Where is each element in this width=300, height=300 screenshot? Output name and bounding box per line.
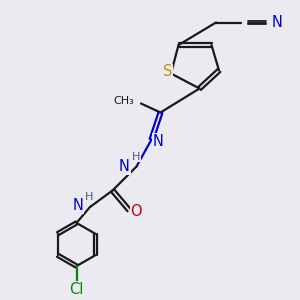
Text: H: H xyxy=(85,192,93,202)
Text: H: H xyxy=(132,152,141,162)
Text: O: O xyxy=(130,204,142,219)
Text: CH₃: CH₃ xyxy=(114,96,134,106)
Text: N: N xyxy=(119,159,130,174)
Text: N: N xyxy=(73,198,83,213)
Text: N: N xyxy=(271,15,282,30)
Text: S: S xyxy=(163,64,172,80)
Text: Cl: Cl xyxy=(69,282,84,297)
Text: N: N xyxy=(153,134,164,148)
